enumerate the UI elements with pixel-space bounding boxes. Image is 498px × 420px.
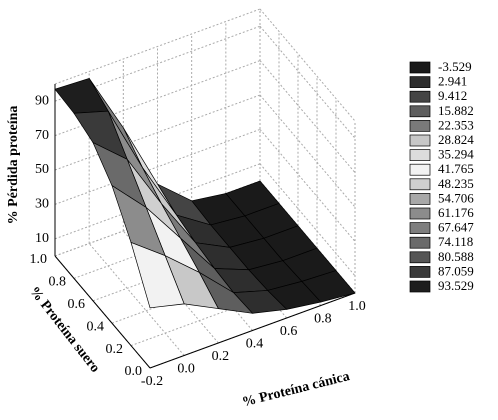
legend-label: 28.824 (438, 132, 474, 147)
grid-line (259, 163, 356, 277)
y-tick-label: 0.6 (68, 297, 86, 312)
legend-swatch (409, 105, 431, 118)
legend-label: 41.765 (438, 161, 474, 176)
legend-swatch (409, 163, 431, 176)
legend-swatch (409, 280, 431, 293)
legend-swatch (409, 90, 431, 103)
x-tick-label: 1.0 (348, 299, 366, 314)
grid-line (259, 129, 356, 242)
x-tick-label: 0.0 (177, 362, 195, 377)
legend-label: 74.118 (438, 234, 473, 249)
x-axis-label: % Proteína cánica (241, 369, 352, 410)
x-tick-label: 0.2 (212, 349, 230, 364)
legend-label: 9.412 (438, 88, 467, 103)
y-tick-label: 1.0 (30, 252, 48, 267)
legend-label: 61.176 (438, 205, 474, 220)
z-tick-label: 50 (35, 162, 49, 177)
z-tick-label: 30 (35, 197, 49, 212)
legend-swatch (409, 222, 431, 234)
legend-label: 54.706 (438, 190, 474, 205)
x-tick-label: 0.8 (314, 312, 332, 327)
x-tick-label: 0.6 (280, 324, 298, 339)
legend-label: 93.529 (438, 278, 474, 293)
legend-swatch (409, 120, 431, 132)
grid-line (259, 94, 356, 208)
axis-line (149, 292, 356, 369)
x-tick-label: -0.2 (141, 374, 163, 389)
legend-label: 87.059 (438, 263, 474, 278)
legend-label: 48.235 (438, 176, 474, 191)
legend-swatch (409, 134, 431, 147)
z-tick-label: 90 (35, 93, 49, 108)
y-tick-label: 0.0 (125, 364, 143, 379)
y-tick-label: 0.8 (49, 275, 67, 290)
legend-label: 15.882 (438, 103, 474, 118)
y-tick-label: 0.4 (87, 319, 105, 334)
surface-patch (130, 241, 185, 309)
legend-swatch (409, 193, 431, 205)
box-edge (259, 8, 356, 122)
box-edge (54, 8, 261, 85)
x-tick-label: 0.4 (246, 337, 264, 352)
grid-line (259, 25, 356, 139)
z-tick-label: 70 (35, 128, 49, 143)
legend-label: 67.647 (438, 220, 474, 235)
y-tick-label: 0.2 (106, 342, 124, 357)
axis-line (54, 255, 151, 369)
legend-swatch (409, 76, 431, 88)
grid-line (88, 243, 185, 356)
legend-label: 2.941 (438, 74, 467, 89)
grid-line (54, 128, 261, 205)
legend-label: 35.294 (438, 147, 474, 162)
legend-label: 22.353 (438, 117, 474, 132)
legend-swatch (409, 207, 431, 220)
z-tick-label: 10 (35, 231, 49, 246)
legend-swatch (409, 236, 431, 249)
legend-swatch (409, 251, 431, 264)
legend-label: 80.588 (438, 249, 474, 264)
z-axis-label: % Pérdida proteína (6, 106, 21, 225)
legend-swatch (409, 149, 431, 161)
legend-swatch (409, 61, 431, 74)
grid-line (259, 60, 356, 173)
legend-swatch (409, 266, 431, 278)
legend-label: -3.529 (438, 59, 472, 74)
legend-swatch (409, 178, 431, 191)
